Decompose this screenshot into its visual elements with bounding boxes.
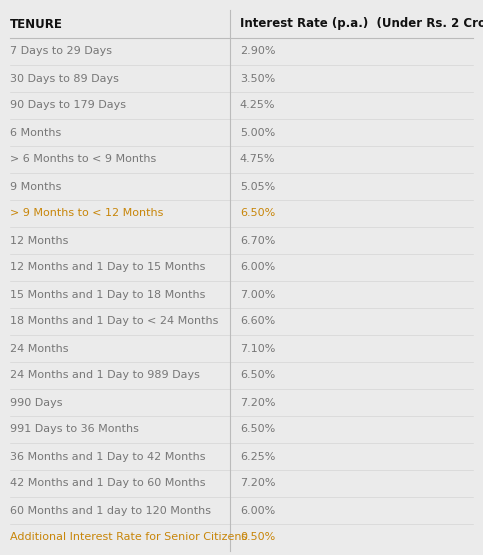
Text: 5.05%: 5.05% <box>240 181 275 191</box>
Text: 991 Days to 36 Months: 991 Days to 36 Months <box>10 425 139 435</box>
Text: 3.50%: 3.50% <box>240 73 275 83</box>
Text: 6.50%: 6.50% <box>240 209 275 219</box>
Text: 90 Days to 179 Days: 90 Days to 179 Days <box>10 100 126 110</box>
Text: 24 Months: 24 Months <box>10 344 69 354</box>
Text: 7.20%: 7.20% <box>240 478 275 488</box>
Text: 7.10%: 7.10% <box>240 344 275 354</box>
Text: 6 Months: 6 Months <box>10 128 61 138</box>
Text: 6.50%: 6.50% <box>240 371 275 381</box>
Text: 7.20%: 7.20% <box>240 397 275 407</box>
Text: 6.50%: 6.50% <box>240 425 275 435</box>
Text: > 6 Months to < 9 Months: > 6 Months to < 9 Months <box>10 154 156 164</box>
Text: Additional Interest Rate for Senior Citizens: Additional Interest Rate for Senior Citi… <box>10 532 247 542</box>
Text: 6.00%: 6.00% <box>240 263 275 273</box>
Text: 6.70%: 6.70% <box>240 235 275 245</box>
Text: 36 Months and 1 Day to 42 Months: 36 Months and 1 Day to 42 Months <box>10 452 205 462</box>
Text: 18 Months and 1 Day to < 24 Months: 18 Months and 1 Day to < 24 Months <box>10 316 218 326</box>
Text: 30 Days to 89 Days: 30 Days to 89 Days <box>10 73 119 83</box>
Text: 4.25%: 4.25% <box>240 100 275 110</box>
Text: 4.75%: 4.75% <box>240 154 275 164</box>
Text: 0.50%: 0.50% <box>240 532 275 542</box>
Text: > 9 Months to < 12 Months: > 9 Months to < 12 Months <box>10 209 163 219</box>
Text: 42 Months and 1 Day to 60 Months: 42 Months and 1 Day to 60 Months <box>10 478 205 488</box>
Text: 6.00%: 6.00% <box>240 506 275 516</box>
Text: 9 Months: 9 Months <box>10 181 61 191</box>
Text: 6.60%: 6.60% <box>240 316 275 326</box>
Text: 990 Days: 990 Days <box>10 397 62 407</box>
Text: 7.00%: 7.00% <box>240 290 275 300</box>
Text: 2.90%: 2.90% <box>240 47 275 57</box>
Text: 15 Months and 1 Day to 18 Months: 15 Months and 1 Day to 18 Months <box>10 290 205 300</box>
Text: Interest Rate (p.a.)  (Under Rs. 2 Crores): Interest Rate (p.a.) (Under Rs. 2 Crores… <box>240 18 483 31</box>
Text: 60 Months and 1 day to 120 Months: 60 Months and 1 day to 120 Months <box>10 506 211 516</box>
Text: 12 Months: 12 Months <box>10 235 69 245</box>
Text: 6.25%: 6.25% <box>240 452 275 462</box>
Text: 5.00%: 5.00% <box>240 128 275 138</box>
Text: 12 Months and 1 Day to 15 Months: 12 Months and 1 Day to 15 Months <box>10 263 205 273</box>
Text: TENURE: TENURE <box>10 18 63 31</box>
Text: 24 Months and 1 Day to 989 Days: 24 Months and 1 Day to 989 Days <box>10 371 200 381</box>
Text: 7 Days to 29 Days: 7 Days to 29 Days <box>10 47 112 57</box>
